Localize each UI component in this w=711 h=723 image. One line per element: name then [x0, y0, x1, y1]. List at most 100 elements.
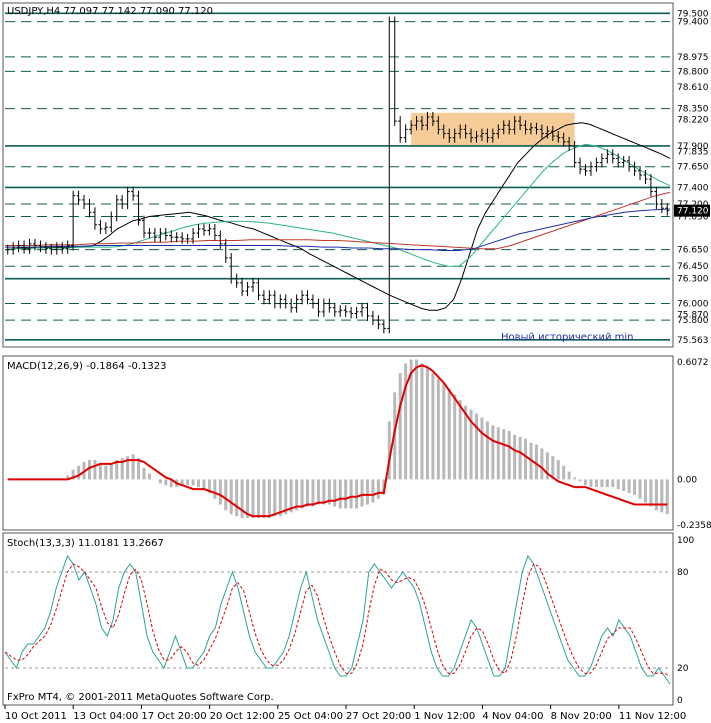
price-bar	[196, 223, 201, 239]
price-bar	[496, 124, 501, 139]
price-bar	[425, 111, 430, 131]
price-bar	[147, 228, 152, 239]
price-bar	[638, 165, 643, 180]
price-bar	[654, 186, 659, 209]
price-bar	[436, 116, 441, 135]
price-bar	[441, 124, 446, 139]
price-bar	[529, 122, 534, 135]
price-bar	[191, 228, 196, 244]
price-layer	[4, 12, 671, 341]
price-bar	[392, 16, 397, 127]
x-tick-label: 11 Nov 12:00	[619, 711, 686, 722]
price-bar	[245, 281, 250, 297]
price-bar	[469, 128, 474, 143]
price-bar	[16, 240, 21, 253]
price-tick-label: 75.800	[677, 316, 709, 326]
price-bar	[485, 128, 490, 143]
stoch-tick-label: 80	[677, 568, 689, 578]
price-panel-frame	[2, 2, 674, 348]
price-bar	[103, 222, 108, 234]
footer-copyright: FxPro MT4, © 2001-2011 MetaQuotes Softwa…	[7, 692, 274, 703]
price-bar	[251, 277, 256, 292]
price-bar	[398, 116, 403, 143]
price-bar	[474, 131, 479, 143]
price-bar	[370, 311, 375, 326]
price-bar	[201, 223, 206, 236]
x-tick-label: 27 Oct 20:00	[346, 711, 411, 722]
price-bar	[512, 116, 517, 135]
price-tick-label: 78.220	[677, 115, 709, 125]
price-bar	[365, 302, 370, 321]
x-tick-label: 4 Nov 04:00	[482, 711, 543, 722]
price-bar	[501, 120, 506, 135]
price-bar	[22, 240, 27, 254]
price-bar	[599, 153, 604, 168]
price-bar	[60, 242, 65, 254]
price-bar	[648, 174, 653, 197]
price-bar	[627, 155, 632, 172]
price-bar	[550, 126, 555, 141]
x-tick-label: 1 Nov 12:00	[414, 711, 475, 722]
price-bar	[556, 131, 561, 143]
price-tick-label: 78.350	[677, 105, 709, 115]
price-bar	[321, 298, 326, 317]
price-bar	[458, 124, 463, 139]
price-bar	[310, 294, 315, 309]
moving-average-3	[5, 208, 671, 251]
x-tick-label: 25 Oct 04:00	[278, 711, 343, 722]
x-tick-label: 20 Oct 12:00	[210, 711, 275, 722]
price-bar	[354, 306, 359, 319]
price-bar	[212, 223, 217, 241]
price-bar	[578, 157, 583, 175]
price-bar	[594, 157, 599, 172]
stoch-tick-label: 0	[677, 696, 683, 706]
price-tick-label: 79.400	[677, 18, 709, 28]
price-bar	[534, 122, 539, 135]
price-bar	[11, 242, 16, 255]
price-tick-label: 75.563	[677, 336, 709, 346]
price-bar	[572, 141, 577, 168]
price-bar	[109, 211, 114, 233]
price-bar	[174, 232, 179, 243]
price-bar	[136, 190, 141, 226]
price-bar	[120, 194, 125, 209]
price-bar	[490, 128, 495, 143]
price-bar	[98, 219, 103, 234]
x-tick-label: 8 Nov 20:00	[551, 711, 612, 722]
price-header: USDJPY,H4 77.097 77.142 77.090 77.120	[7, 6, 213, 17]
price-bar	[343, 305, 348, 317]
price-bar	[300, 290, 305, 305]
stoch-tick-label: 100	[677, 536, 694, 546]
price-tick-label: 76.000	[677, 300, 709, 310]
price-tick-label: 79.500	[677, 9, 709, 19]
price-bar	[5, 244, 10, 255]
price-bar	[240, 277, 245, 297]
price-bar	[207, 223, 212, 236]
x-tick-label: 10 Oct 2011	[5, 711, 67, 722]
price-bar	[76, 190, 81, 205]
stoch-header: Stoch(13,3,3) 11.0181 13.2667	[7, 538, 164, 549]
macd-header: MACD(12,26,9) -0.1864 -0.1323	[7, 361, 167, 372]
price-bar	[387, 16, 392, 334]
price-bar	[65, 240, 70, 254]
price-bar	[616, 153, 621, 168]
price-bar	[152, 228, 157, 243]
price-bar	[419, 116, 424, 131]
price-bar	[463, 124, 468, 139]
stoch-tick-label: 20	[677, 664, 689, 674]
price-bar	[659, 199, 664, 214]
price-bar	[588, 161, 593, 176]
price-bar	[605, 149, 610, 164]
price-bar	[49, 243, 54, 255]
price-bar	[332, 302, 337, 317]
price-bar	[305, 290, 310, 305]
moving-average-1	[4, 143, 671, 267]
stoch-main-line	[4, 554, 671, 685]
price-bar	[185, 233, 190, 244]
price-tick-label: 77.050	[677, 212, 709, 222]
macd-signal-line	[7, 364, 668, 518]
price-bar	[567, 136, 572, 151]
price-bar	[414, 116, 419, 131]
price-bar	[163, 228, 168, 241]
price-tick-label: 78.975	[677, 53, 709, 63]
